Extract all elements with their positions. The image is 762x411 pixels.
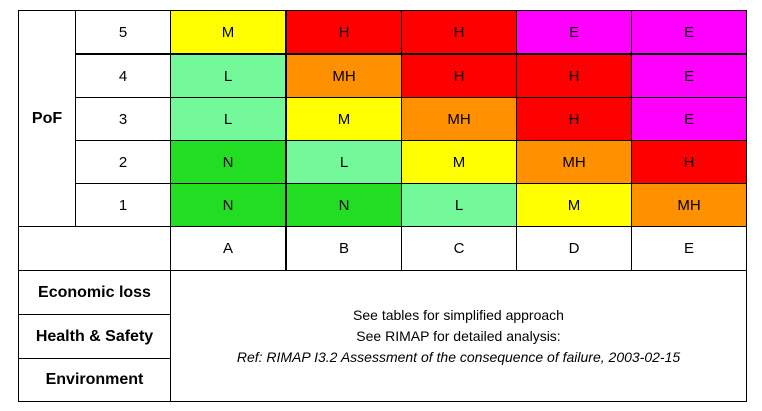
cof-category-a: A (170, 226, 286, 271)
risk-cell: MH (401, 97, 517, 141)
risk-cell: E (631, 97, 747, 141)
risk-cell: N (286, 183, 402, 227)
risk-cell: N (170, 183, 286, 227)
cof-category-c: C (401, 226, 517, 271)
pof-axis-label: PoF (18, 10, 76, 227)
cof-category-b: B (286, 226, 402, 271)
risk-cell: N (170, 140, 286, 184)
consequence-economic-loss: Economic loss (18, 270, 171, 315)
pof-level-3: 3 (75, 97, 171, 141)
risk-cell: H (516, 97, 632, 141)
risk-cell: L (401, 183, 517, 227)
risk-cell: M (170, 10, 286, 54)
pof-level-5: 5 (75, 10, 171, 54)
pof-level-2: 2 (75, 140, 171, 184)
cof-corner-cell (18, 226, 171, 271)
consequence-health-safety: Health & Safety (18, 314, 171, 359)
note-line-2: See RIMAP for detailed analysis: (356, 327, 561, 344)
risk-cell: M (516, 183, 632, 227)
risk-cell: L (170, 97, 286, 141)
risk-cell: E (631, 10, 747, 54)
risk-cell: MH (631, 183, 747, 227)
note-reference: Ref: RIMAP I3.2 Assessment of the conseq… (236, 348, 681, 365)
risk-cell: MH (516, 140, 632, 184)
pof-level-4: 4 (75, 54, 171, 98)
risk-cell: M (401, 140, 517, 184)
risk-cell: L (286, 140, 402, 184)
cof-category-e: E (631, 226, 747, 271)
pof-level-1: 1 (75, 183, 171, 227)
risk-cell: H (631, 140, 747, 184)
cof-category-d: D (516, 226, 632, 271)
risk-cell: E (631, 54, 747, 98)
consequence-environment: Environment (18, 358, 171, 402)
risk-cell: H (286, 10, 402, 54)
risk-cell: L (170, 54, 286, 98)
note-line-1: See tables for simplified approach (353, 306, 564, 323)
reference-note: See tables for simplified approach See R… (170, 270, 747, 402)
risk-cell: M (286, 97, 402, 141)
risk-cell: E (516, 10, 632, 54)
risk-cell: MH (286, 54, 402, 98)
risk-cell: H (401, 54, 517, 98)
risk-cell: H (401, 10, 517, 54)
risk-cell: H (516, 54, 632, 98)
